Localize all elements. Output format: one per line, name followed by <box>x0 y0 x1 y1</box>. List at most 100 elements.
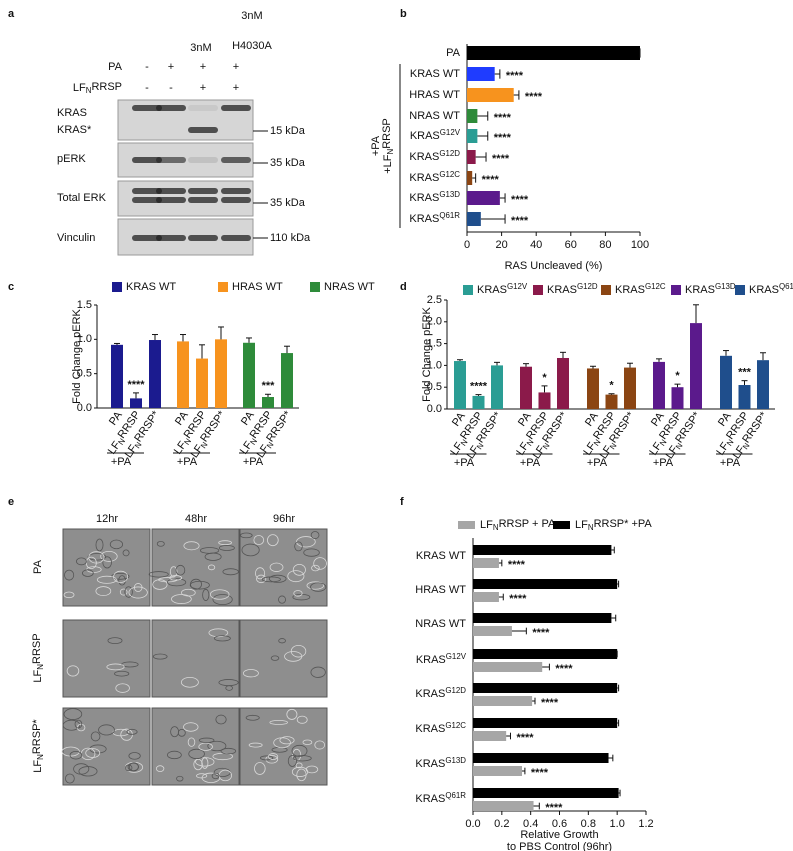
bar <box>671 387 684 409</box>
micrograph <box>239 619 328 698</box>
cell <box>302 739 313 745</box>
significance: *** <box>738 367 752 379</box>
cell <box>63 708 83 720</box>
cell <box>190 578 202 590</box>
blot-label: KRAS <box>57 107 87 119</box>
cell <box>183 722 199 732</box>
cell <box>204 552 222 561</box>
row-label: LFNRRSP <box>31 633 45 682</box>
significance: **** <box>482 174 500 186</box>
cell <box>65 773 75 784</box>
cell <box>90 731 101 742</box>
cell <box>265 755 279 764</box>
blot-band <box>221 235 251 241</box>
cell <box>248 742 263 748</box>
y-tick-label: 0.5 <box>427 381 442 393</box>
blot-band <box>188 197 218 203</box>
category-label: KRASG12V <box>416 652 467 666</box>
cell <box>290 644 307 658</box>
group-note: +PA <box>177 456 198 468</box>
cell <box>311 564 320 572</box>
bar <box>467 67 495 81</box>
legend-label: KRASG13D <box>685 282 736 296</box>
bar <box>467 191 500 205</box>
cell <box>102 556 112 569</box>
cell <box>198 742 213 751</box>
cell <box>292 593 311 601</box>
cell <box>218 545 235 551</box>
category-label: KRASG12D <box>409 149 460 163</box>
category-label: HRAS WT <box>409 89 460 101</box>
blot-band <box>132 105 162 111</box>
cell <box>292 563 306 576</box>
micrograph <box>151 707 240 786</box>
significance: **** <box>516 732 534 744</box>
condition-label: PA <box>108 61 123 73</box>
cell <box>253 535 265 546</box>
cell <box>291 744 308 757</box>
category-label: KRASG12V <box>410 128 461 142</box>
cell <box>148 571 169 578</box>
legend-label: NRAS WT <box>324 281 375 293</box>
significance: **** <box>508 559 526 571</box>
legend-label: KRASG12D <box>547 282 598 296</box>
bar <box>149 340 161 408</box>
cell <box>95 538 104 552</box>
cell <box>268 574 287 583</box>
blot-band <box>188 105 218 111</box>
blot-band <box>156 188 186 194</box>
legend-label: KRASG12V <box>477 282 528 296</box>
panel-letter: e <box>8 496 14 508</box>
x-tick-label: 0.4 <box>523 818 538 830</box>
x-tick-label: 0.6 <box>552 818 567 830</box>
cell <box>118 575 126 586</box>
cell <box>61 746 80 757</box>
significance: **** <box>470 381 488 393</box>
blot-band <box>132 197 162 203</box>
significance: * <box>609 380 614 392</box>
cell <box>313 557 327 570</box>
row-label: LFNRRSP* <box>31 719 45 773</box>
blot-band <box>132 188 162 194</box>
cell <box>128 586 148 599</box>
cell <box>115 683 130 693</box>
cell <box>293 590 303 597</box>
cell <box>109 539 124 550</box>
cell <box>183 541 200 551</box>
cell <box>188 748 205 760</box>
y-tick-label: 2.0 <box>427 316 442 328</box>
y-tick-label: 1.5 <box>77 299 92 311</box>
cell <box>96 575 117 584</box>
significance: **** <box>511 215 529 227</box>
significance: **** <box>509 593 527 605</box>
blot-band <box>188 157 218 163</box>
bar <box>473 613 612 623</box>
x-tick-label: 0.8 <box>581 818 596 830</box>
bar <box>624 367 636 409</box>
x-axis-label: RAS Uncleaved (%) <box>505 260 603 272</box>
condition-sign: - <box>169 82 173 94</box>
bar <box>473 766 523 776</box>
cell <box>152 579 168 590</box>
category-label: PA <box>446 47 461 59</box>
cell <box>296 768 307 782</box>
significance: **** <box>531 767 549 779</box>
bar <box>557 357 569 409</box>
condition-sign: - <box>145 61 149 73</box>
cell <box>270 655 280 661</box>
cell <box>98 724 115 736</box>
cell <box>296 715 308 724</box>
legend-swatch <box>458 521 475 529</box>
bar <box>605 394 618 409</box>
cell <box>63 591 75 599</box>
cell <box>215 714 227 725</box>
blot-label: Total ERK <box>57 192 107 204</box>
category-label: KRASG13D <box>409 190 460 204</box>
cell <box>267 753 279 760</box>
significance: **** <box>492 153 510 165</box>
cell <box>196 773 208 779</box>
category-label: KRASG12C <box>415 721 466 735</box>
cell <box>114 670 130 677</box>
blot-band <box>188 235 218 241</box>
legend-label: KRASG12C <box>615 282 666 296</box>
